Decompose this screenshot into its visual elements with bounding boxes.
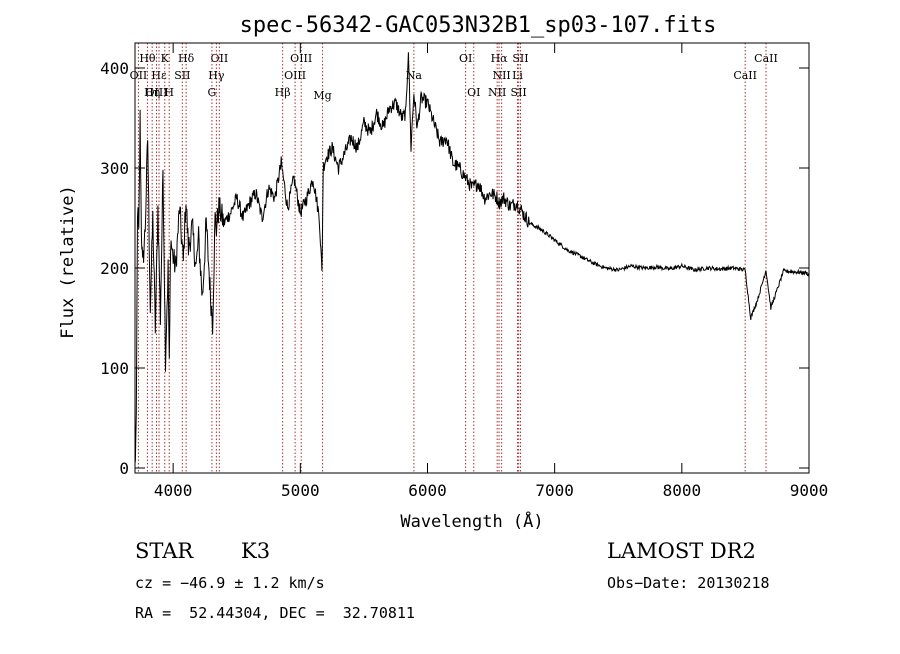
- axis-ticks: 4000 5000 6000 7000 8000 9000 0 100 200 300 400: [100, 43, 828, 500]
- y-tick-label: 100: [100, 359, 129, 378]
- object-subclass: K3: [241, 539, 271, 563]
- marker-label: SII: [174, 69, 190, 82]
- marker-label: OIII: [290, 52, 312, 65]
- coordinates: RA = 52.44304, DEC = 32.70811: [135, 604, 415, 622]
- marker-label: SII: [512, 52, 528, 65]
- marker-label: NII: [488, 86, 506, 99]
- marker-label: Na: [406, 69, 423, 82]
- marker-label: OII: [210, 52, 228, 65]
- marker-label: CaII: [754, 52, 778, 65]
- plot-frame: [134, 42, 810, 474]
- marker-label: G: [208, 86, 217, 99]
- marker-label: Hα: [491, 52, 509, 65]
- marker-label: OI: [459, 52, 472, 65]
- x-tick-label: 9000: [790, 481, 829, 500]
- survey-name: LAMOST DR2: [607, 539, 756, 563]
- marker-label: Hη: [144, 86, 160, 99]
- spectrum-line: [134, 52, 810, 464]
- redshift-velocity: cz = −46.9 ± 1.2 km/s: [135, 574, 325, 592]
- marker-label: OI: [467, 86, 480, 99]
- marker-label: Hδ: [178, 52, 195, 65]
- marker-label: Hθ: [139, 52, 156, 65]
- marker-label: SII: [511, 86, 527, 99]
- y-tick-label: 400: [100, 59, 129, 78]
- x-tick-label: 6000: [408, 481, 447, 500]
- x-axis-label: Wavelength (Å): [400, 510, 543, 532]
- marker-label: CaII: [733, 69, 757, 82]
- y-axis-label: Flux (relative): [58, 185, 78, 339]
- y-tick-label: 300: [100, 159, 129, 178]
- marker-label: Li: [512, 69, 523, 82]
- marker-label: OIII: [145, 86, 167, 99]
- marker-label: H: [164, 86, 174, 99]
- marker-label: K: [161, 52, 170, 65]
- marker-label: Hβ: [275, 86, 291, 99]
- y-tick-label: 0: [119, 459, 129, 478]
- marker-label: Hγ: [208, 69, 225, 82]
- observation-date: Obs−Date: 20130218: [607, 574, 770, 592]
- x-tick-label: 5000: [281, 481, 320, 500]
- marker-label: NII: [492, 69, 510, 82]
- object-type: STAR: [135, 539, 194, 563]
- x-tick-label: 7000: [535, 481, 574, 500]
- marker-label: OII: [130, 69, 148, 82]
- y-tick-label: 200: [100, 259, 129, 278]
- marker-label: Mg: [313, 89, 331, 102]
- chart-title: spec-56342-GAC053N32B1_sp03-107.fits: [240, 13, 717, 38]
- x-tick-label: 8000: [663, 481, 702, 500]
- marker-label: Hε: [151, 69, 167, 82]
- marker-label: OIII: [284, 69, 306, 82]
- x-tick-label: 4000: [154, 481, 193, 500]
